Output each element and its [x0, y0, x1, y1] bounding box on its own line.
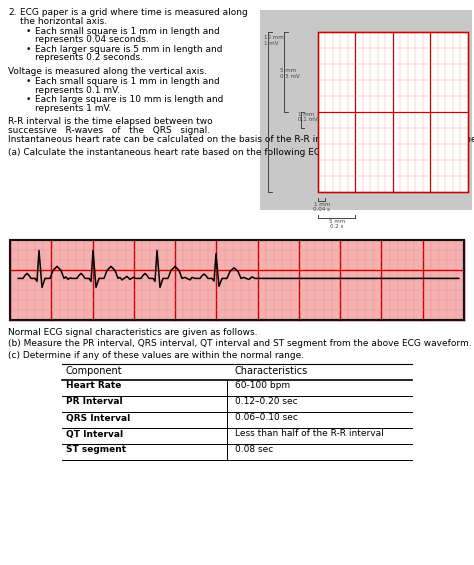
Text: QT Interval: QT Interval: [66, 429, 123, 438]
Text: 0.04 s: 0.04 s: [313, 207, 330, 212]
Text: Characteristics: Characteristics: [235, 366, 308, 376]
Text: represents 0.1 mV.: represents 0.1 mV.: [35, 86, 120, 95]
Text: 5 mm: 5 mm: [280, 67, 296, 72]
Text: Heart Rate: Heart Rate: [66, 381, 121, 390]
Text: (c) Determine if any of these values are within the normal range.: (c) Determine if any of these values are…: [8, 351, 304, 360]
Text: (b) Measure the PR interval, QRS interval, QT interval and ST segment from the a: (b) Measure the PR interval, QRS interva…: [8, 340, 472, 349]
Text: QRS Interval: QRS Interval: [66, 414, 130, 423]
Text: Component: Component: [66, 366, 123, 376]
Text: (a) Calculate the instantaneous heart rate based on the following ECG waveform.: (a) Calculate the instantaneous heart ra…: [8, 148, 378, 157]
Text: Each larger square is 5 mm in length and: Each larger square is 5 mm in length and: [35, 45, 222, 54]
Text: represents 0.2 seconds.: represents 0.2 seconds.: [35, 54, 143, 63]
Text: •: •: [26, 27, 31, 36]
Bar: [10, 240, 464, 320]
Text: 1 mm: 1 mm: [298, 112, 314, 117]
Bar: [318, 32, 468, 192]
Text: 1 mV: 1 mV: [264, 41, 279, 46]
Bar: [10, 240, 464, 320]
Text: Each small square is 1 mm in length and: Each small square is 1 mm in length and: [35, 77, 220, 86]
Text: 1 mm: 1 mm: [314, 202, 330, 207]
Text: 0.08 sec: 0.08 sec: [235, 445, 273, 454]
Text: •: •: [26, 77, 31, 86]
Text: 60-100 bpm: 60-100 bpm: [235, 381, 290, 390]
Text: represents 0.04 seconds.: represents 0.04 seconds.: [35, 36, 149, 45]
Text: •: •: [26, 95, 31, 105]
Text: represents 1 mV.: represents 1 mV.: [35, 104, 111, 113]
Bar: [318, 32, 468, 192]
Text: Less than half of the R-R interval: Less than half of the R-R interval: [235, 429, 384, 438]
Text: •: •: [26, 45, 31, 54]
Text: 0.5 mV: 0.5 mV: [280, 73, 300, 79]
Text: the horizontal axis.: the horizontal axis.: [20, 16, 107, 25]
Text: R-R interval is the time elapsed between two: R-R interval is the time elapsed between…: [8, 118, 213, 127]
Text: ECG paper is a grid where time is measured along: ECG paper is a grid where time is measur…: [20, 8, 248, 17]
Text: 10 mm: 10 mm: [264, 35, 284, 40]
Text: Voltage is measured along the vertical axis.: Voltage is measured along the vertical a…: [8, 67, 207, 76]
Text: 0.1 mV: 0.1 mV: [298, 117, 318, 122]
Text: Instantaneous heart rate can be calculated on the basis of the R-R interval from: Instantaneous heart rate can be calculat…: [8, 134, 474, 144]
Text: 0.06–0.10 sec: 0.06–0.10 sec: [235, 414, 298, 423]
Text: Normal ECG signal characteristics are given as follows.: Normal ECG signal characteristics are gi…: [8, 328, 257, 337]
Text: Each small square is 1 mm in length and: Each small square is 1 mm in length and: [35, 27, 220, 36]
Text: PR Interval: PR Interval: [66, 398, 123, 406]
Text: 0.2 s: 0.2 s: [330, 224, 344, 229]
Text: successive   R-waves   of   the   QRS   signal.: successive R-waves of the QRS signal.: [8, 126, 210, 135]
Text: 5 mm: 5 mm: [328, 219, 345, 224]
Text: 2.: 2.: [8, 8, 17, 17]
Text: ST segment: ST segment: [66, 445, 126, 454]
Text: Each large square is 10 mm is length and: Each large square is 10 mm is length and: [35, 95, 223, 105]
Bar: [260, 10, 472, 210]
Text: 0.12–0.20 sec: 0.12–0.20 sec: [235, 398, 298, 406]
